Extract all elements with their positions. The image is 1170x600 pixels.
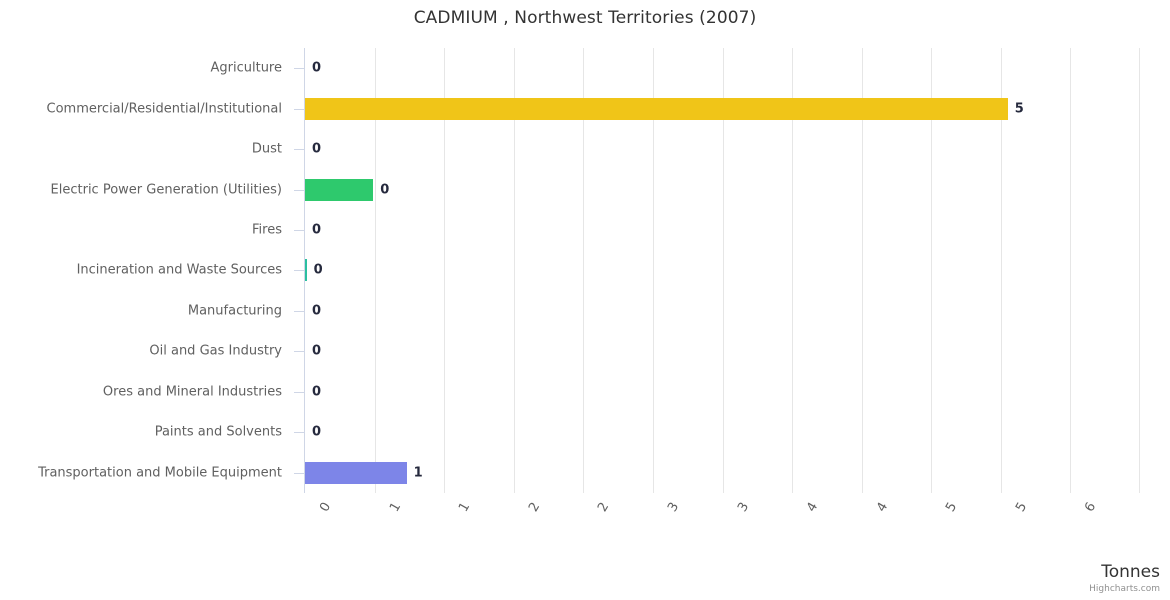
category-label: Agriculture [210,60,283,76]
x-axis-line [305,493,1140,494]
x-axis-tick-label: 2 [595,500,613,515]
category-label: Dust [251,141,282,157]
y-axis-tick [294,391,304,393]
gridline [722,48,724,493]
chart-title: CADMIUM , Northwest Territories (2007) [413,8,757,28]
gridline [1070,48,1072,493]
gridline [513,48,515,493]
bar[interactable] [305,461,407,484]
x-axis-title: Tonnes [1101,562,1160,582]
category-row: Oil and Gas Industry 0 [0,331,1170,371]
y-axis-tick [294,310,304,312]
x-axis-tick-label: 5 [1012,500,1031,515]
x-axis-tick-label: 1 [456,500,474,515]
category-label: Electric Power Generation (Utilities) [50,182,282,198]
x-axis-tick-label: 4 [873,500,891,515]
y-axis-line [304,48,305,493]
category-row: Incineration and Waste Sources 0 [0,250,1170,290]
y-axis-tick [294,149,304,151]
category-label: Manufacturing [187,303,282,319]
credits-label: Highcharts.com [1089,584,1160,594]
category-row: Fires 0 [0,210,1170,250]
bar-data-label: 0 [313,262,323,278]
category-row: Agriculture 0 [0,48,1170,88]
bar[interactable] [305,97,1008,120]
bar-data-label: 0 [312,60,322,76]
category-row: Commercial/Residential/Institutional 5 [0,88,1170,128]
category-row: Transportation and Mobile Equipment 1 [0,453,1170,493]
bar-data-label: 0 [312,424,322,440]
bar-data-label: 0 [312,303,322,319]
x-axis-tick-label: 6 [1082,500,1100,515]
category-row: Ores and Mineral Industries 0 [0,372,1170,412]
y-axis-tick [294,189,304,191]
category-label: Paints and Solvents [154,424,282,440]
gridline [583,48,585,493]
x-axis-tick-label: 0 [317,500,335,515]
category-label: Incineration and Waste Sources [76,262,282,278]
x-axis-tick-label: 3 [734,500,752,515]
gridline [1000,48,1002,493]
gridline [861,48,863,493]
y-axis-tick [294,230,304,232]
x-axis-tick-label: 5 [943,500,961,515]
bar-data-label: 0 [312,343,322,359]
y-axis-tick [294,472,304,474]
bar[interactable] [305,178,374,201]
plot-area [305,48,1140,493]
y-axis-tick [294,351,304,353]
category-label: Fires [252,222,282,238]
category-label: Oil and Gas Industry [149,343,282,359]
gridline [652,48,654,493]
gridline [792,48,794,493]
category-label: Ores and Mineral Industries [102,384,282,400]
category-row: Paints and Solvents 0 [0,412,1170,452]
x-axis-tick-label: 1 [386,500,404,515]
bar-data-label: 1 [413,465,423,481]
bar-data-label: 5 [1014,101,1024,117]
category-label: Transportation and Mobile Equipment [38,465,282,481]
bar-data-label: 0 [312,384,322,400]
bar[interactable] [305,259,307,282]
category-row: Manufacturing 0 [0,291,1170,331]
gridline [374,48,376,493]
y-axis-tick [294,108,304,110]
category-label: Commercial/Residential/Institutional [46,101,283,117]
y-axis-tick [294,68,304,70]
y-axis-tick [294,270,304,272]
x-axis-tick-label: 2 [525,500,544,515]
gridline [931,48,933,493]
y-axis-tick [294,432,304,434]
x-axis-tick-label: 4 [804,500,822,515]
gridline [444,48,446,493]
x-axis-tick-label: 3 [665,500,683,515]
category-row: Dust 0 [0,129,1170,169]
gridline [1139,48,1140,493]
bar-series: Agriculture 0 Commercial/Residential/Insti… [0,48,1170,493]
category-row: Electric Power Generation (Utilities) 0 [0,169,1170,209]
bar-data-label: 0 [312,141,322,157]
bar-data-label: 0 [380,182,390,198]
bar-data-label: 0 [312,222,322,238]
